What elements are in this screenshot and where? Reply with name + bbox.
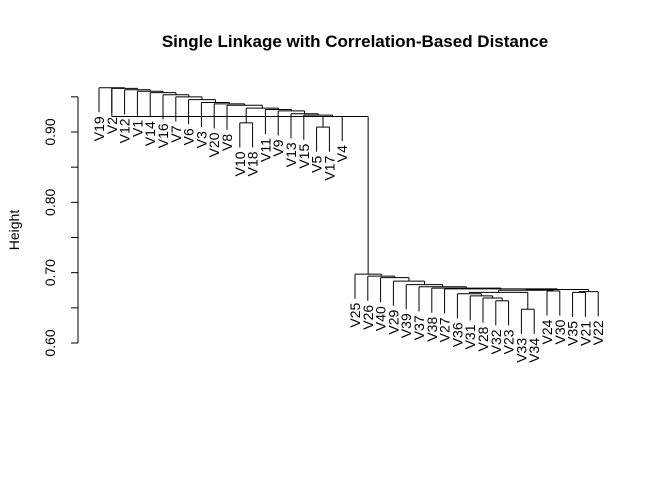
- dendrogram-links: [98, 87, 599, 334]
- leaf-label: V36: [449, 322, 465, 347]
- leaf-label: V21: [577, 321, 593, 346]
- leaf-label: V14: [142, 121, 158, 146]
- leaf-label: V32: [488, 329, 504, 354]
- leaf-label: V34: [526, 338, 542, 363]
- leaf-label: V28: [475, 326, 491, 351]
- leaf-label: V1: [129, 120, 145, 137]
- y-tick-label: 0.80: [42, 188, 58, 215]
- leaf-label: V27: [437, 317, 453, 342]
- leaf-label: V17: [321, 155, 337, 180]
- leaf-label: V4: [334, 145, 350, 162]
- leaf-label: V40: [373, 306, 389, 331]
- leaf-label: V10: [232, 151, 248, 176]
- y-tick-label: 0.60: [42, 329, 58, 356]
- leaf-label: V22: [590, 320, 606, 345]
- leaf-label: V30: [552, 319, 568, 344]
- leaf-label: V16: [155, 123, 171, 148]
- leaf-label: V20: [206, 132, 222, 157]
- leaf-label: V33: [513, 338, 529, 363]
- leaf-label: V26: [360, 305, 376, 330]
- leaf-label: V15: [296, 144, 312, 169]
- leaf-label: V11: [257, 138, 273, 162]
- leaf-label: V5: [309, 155, 325, 172]
- leaf-label: V2: [104, 117, 120, 134]
- leaf-label: V25: [347, 302, 363, 327]
- leaf-label: V31: [462, 324, 478, 349]
- leaf-label: V23: [501, 329, 517, 354]
- leaf-label: V24: [539, 319, 555, 344]
- leaf-label: V35: [565, 321, 581, 346]
- leaf-labels: V19V2V12V1V14V16V7V6V3V20V8V10V18V11V9V1…: [91, 116, 606, 363]
- leaf-label: V13: [283, 142, 299, 167]
- leaf-label: V39: [398, 313, 414, 338]
- leaf-label: V38: [424, 317, 440, 342]
- leaf-label: V12: [117, 118, 133, 143]
- chart-title: Single Linkage with Correlation-Based Di…: [162, 32, 548, 51]
- y-axis: 0.60 0.70 0.80 0.90: [42, 96, 79, 357]
- leaf-label: V6: [181, 128, 197, 145]
- leaf-label: V9: [270, 139, 286, 156]
- y-axis-label: Height: [6, 210, 22, 251]
- leaf-label: V3: [193, 131, 209, 148]
- leaf-label: V37: [411, 315, 427, 340]
- y-tick-label: 0.90: [42, 118, 58, 145]
- leaf-label: V29: [385, 310, 401, 335]
- y-tick-label: 0.70: [42, 259, 58, 286]
- leaf-label: V7: [168, 125, 184, 142]
- leaf-label: V19: [91, 116, 107, 141]
- leaf-label: V8: [219, 134, 235, 151]
- leaf-label: V18: [245, 151, 261, 176]
